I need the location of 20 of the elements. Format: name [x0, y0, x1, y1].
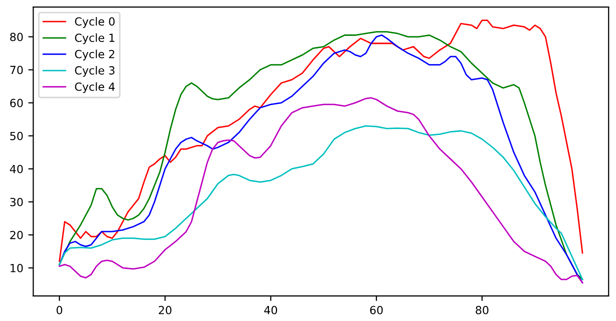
- y-tick-label: 30: [10, 198, 23, 206]
- legend-label: Cycle 1: [75, 33, 114, 44]
- line-series: [58, 125, 584, 280]
- y-tick-label: 70: [10, 66, 23, 74]
- y-tick-label: 40: [10, 164, 23, 174]
- x-tick-label: 40: [264, 306, 278, 314]
- line-series: [58, 97, 584, 284]
- legend-label: Cycle 0: [75, 17, 115, 28]
- y-tick-label: 50: [10, 132, 23, 140]
- y-tick-label: 60: [10, 98, 23, 108]
- y-tick-label: 20: [10, 230, 23, 240]
- y-tick-label: 10: [10, 264, 23, 272]
- y-tick-label: 80: [10, 32, 23, 42]
- legend-label: Cycle 2: [75, 50, 114, 60]
- x-tick-label: 60: [370, 306, 383, 314]
- legend-label: Cycle 3: [75, 66, 114, 77]
- x-tick-label: 0: [56, 306, 62, 314]
- legend-label: Cycle 4: [75, 82, 115, 94]
- x-tick-label: 80: [476, 306, 488, 314]
- x-tick-label: 20: [158, 306, 172, 314]
